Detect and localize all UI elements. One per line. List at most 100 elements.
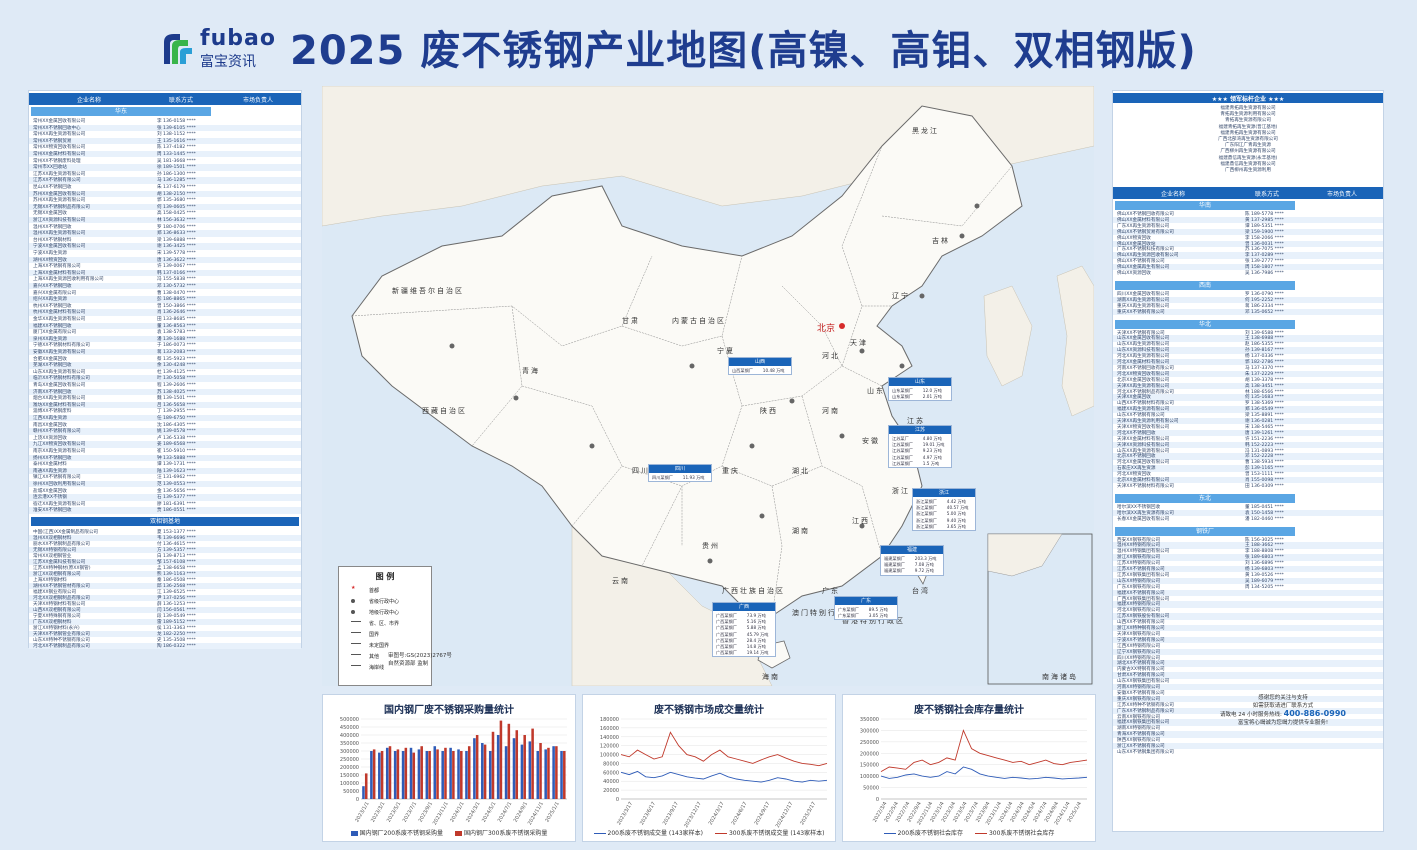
contact-info: 陆 139-1623 **** — [157, 468, 196, 474]
y-tick-label: 200000 — [860, 751, 879, 757]
table-row: 临沂XX不锈钢材料有限公司 叶 130-5058 **** — [29, 375, 301, 382]
company-name: 山东XX不锈钢集团有限公司 — [1117, 749, 1174, 755]
contact-info: 刘 136-6896 **** — [1245, 561, 1284, 567]
x-tick-label: 2024/12/17 — [775, 801, 795, 829]
legend-item: 未定国界 — [351, 642, 389, 649]
series-line-300 — [880, 729, 1088, 772]
company-name: 上海XX金属材料有限公司 — [33, 270, 86, 276]
province-box[interactable]: 广西 广西某钢厂 73.9 万吨 广西某钢厂 5.16 万吨 广西某钢厂 5.88 万吨 广西… — [712, 602, 776, 658]
company-name: 天津XX不锈钢材料有限公司 — [1117, 483, 1174, 489]
province-box[interactable]: 浙江 浙江某钢厂 4.42 万吨 浙江某钢厂 40.57 万吨 浙江某钢厂 5.00 万吨浙… — [912, 488, 976, 531]
bar-300 — [507, 723, 511, 799]
y-tick-label: 350000 — [860, 717, 879, 723]
bar-200 — [520, 744, 524, 799]
company-name: 上海XX不锈钢有限公司 — [33, 264, 81, 270]
company-name: 潍坊XX金属材料有限公司 — [33, 402, 86, 408]
province-box-row: 广西某钢厂 5.88 万吨 — [716, 625, 766, 631]
province-box[interactable]: 福建 福建某钢厂 203.3 万吨 福建某钢厂 7.08 万吨 福建某钢厂 9.72 万吨 — [880, 545, 944, 576]
table-row: 湖州XX不锈钢管材有限公司 邱 136-2568 **** — [29, 583, 301, 590]
map-region-label: 内蒙古自治区 — [672, 317, 726, 325]
province-box-row: 广东某钢厂 89.5 万吨 — [838, 607, 888, 612]
company-name: 常州XX金属回收有限公司 — [33, 119, 86, 124]
province-box[interactable]: 山西 山西某钢厂 10.48 万吨 — [728, 357, 792, 376]
company-name: 哈尔滨XX再生资源有限公司 — [1117, 510, 1174, 516]
province-box[interactable]: 四川 四川某钢厂 11.93 万吨 — [648, 464, 712, 483]
province-box-title: 浙江 — [913, 489, 975, 497]
table-row: 徐州XX回收利用有限公司 范 139-0553 **** — [29, 481, 301, 488]
bar-300 — [444, 747, 447, 799]
company-name: 九江XX物资回收有限公司 — [33, 442, 86, 448]
x-tick-label: 2024/3/1 — [465, 801, 481, 823]
table-row: 广东XX不锈钢科技有限公司 苏 136-7075 **** — [1113, 246, 1383, 252]
company-name: 北京XX不锈钢回收 — [1117, 454, 1156, 460]
company-name: 温州XX特钢有限公司 — [1117, 543, 1161, 549]
table-row: 浙江XX资源科技有限公司 林 156-3632 **** — [29, 217, 301, 224]
company-name: 山东XX再生资源有限公司 — [1117, 448, 1170, 454]
contact-info: 马 137-3370 **** — [1245, 365, 1284, 371]
table-row: 山东XX资源科技有限公司 孙 139-8167 **** — [1113, 347, 1383, 354]
contact-info: 蔡 135-5923 **** — [157, 356, 196, 362]
map-region-label: 香港特别行政区 — [842, 617, 905, 625]
contact-info: 朱 137-2229 **** — [1245, 371, 1284, 377]
contact-info: 蒋 186-2334 **** — [1245, 303, 1284, 309]
province-box[interactable]: 江苏 江苏某厂 4.80 万吨 江苏某钢厂 19.01 万吨 江苏某钢厂 9.23 万吨 江苏… — [888, 425, 952, 468]
table-row: 哈尔滨XX再生资源有限公司 袁 150-1458 **** — [1113, 509, 1383, 517]
table-row: 重庆XX再生资源有限公司 蒋 186-2334 **** — [1113, 303, 1383, 309]
contact-info: 范 139-0553 **** — [157, 482, 196, 487]
table-row: 淄博XX不锈钢废料 丁 139-2955 **** — [29, 408, 301, 414]
table-row: 烟台XX再生资源有限公司 魏 139-1501 **** — [29, 395, 301, 401]
x-tick-label: 2024/9/17 — [753, 801, 771, 826]
company-name: 温州XX不锈钢回收 — [33, 224, 72, 230]
company-name: 河北XX物资回收有限公司 — [1117, 371, 1170, 377]
contact-info: 付 136-4615 **** — [157, 542, 196, 547]
company-name: 长春XX金属回收有限公司 — [1117, 516, 1170, 522]
province-box[interactable]: 广东 广东某钢厂 89.5 万吨 广东某钢厂 3.05 万吨 — [834, 596, 898, 621]
contact-info: 苏 138-4025 **** — [157, 389, 196, 395]
hotline-number[interactable]: 400-886-0990 — [1283, 709, 1346, 718]
table-row: 河北XX金属回收有限公司 曹 138-5934 **** — [1113, 459, 1383, 465]
contact-info: 曾 136-0031 **** — [1245, 241, 1284, 247]
contact-info: 潘 182-0460 **** — [1245, 516, 1284, 522]
contact-info: 唐 139-1261 **** — [1245, 430, 1284, 436]
contact-info: 周 134-5205 **** — [1245, 584, 1284, 590]
table-row: 天津XX物资回收有限公司 宋 138-5465 **** — [1113, 424, 1383, 430]
company-name: 常州XX不锈钢贸易 — [33, 138, 72, 144]
province-box[interactable]: 山东 山东某钢厂 12.0 万吨 山东某钢厂 2.01 万吨 — [888, 377, 952, 402]
bar-200 — [473, 738, 476, 799]
map-region-label: 澳门特别行政区 — [792, 609, 855, 617]
table-row: 宁波XX金属回收有限公司 谢 136-3425 **** — [29, 243, 301, 250]
legend-symbol: ★ — [351, 585, 356, 591]
company-name: 天津XX金属材料有限公司 — [1117, 436, 1170, 442]
contact-info: 肖 136-2646 **** — [157, 310, 196, 316]
table-row: 江苏XX再生资源有限公司 孙 186-1300 **** — [29, 171, 301, 177]
company-name: 常州XX金属材料有限公司 — [33, 152, 86, 157]
bar-300 — [380, 751, 384, 799]
table-row: 北京XX金属回收有限公司 胡 139-3378 **** — [1113, 377, 1383, 383]
contact-info: 金 136-5656 **** — [157, 488, 196, 494]
contact-info: 刘 139-6588 **** — [1245, 330, 1284, 336]
table-row: 浙江XX钢铁有限公司 张 189-6803 **** — [1113, 554, 1383, 561]
table-row: 嘉兴XX不锈钢回收 邓 130-5732 **** — [29, 283, 301, 290]
company-name: 安徽XX不锈钢有限公司 — [1117, 690, 1165, 696]
contact-info: 贾 186-0551 **** — [157, 508, 196, 514]
bar-300 — [452, 751, 455, 799]
contact-info: 梁 159-1900 **** — [1245, 229, 1284, 235]
table-row: 山东XX不锈钢有限公司 梁 135-8891 **** — [1113, 412, 1383, 418]
legend-item: 其他 — [351, 653, 379, 660]
fubao-logo[interactable]: fubao 富宝资讯 — [160, 26, 275, 72]
bar-200 — [409, 747, 413, 799]
table-row: 河南XX不锈钢回收有限公司 马 137-3370 **** — [1113, 365, 1383, 371]
table-row: 淮安XX不锈钢回收 贾 186-0551 **** — [29, 507, 301, 514]
contact-info: 李 137-0289 **** — [1245, 253, 1284, 259]
bar-300 — [515, 730, 519, 799]
legend-200: 200系废不锈钢社会库存 — [883, 828, 963, 837]
chart-purchase: 国内钢厂废不锈钢采购量统计 0 50000 100000 150000 200000 25… — [322, 694, 576, 842]
company-name: 河北XX双相钢制品有限公司 — [33, 596, 90, 601]
company-name: 重庆XX钢铁有限公司 — [1117, 696, 1161, 702]
company-name: 江苏XX特种钢材(原XX钢管) — [33, 566, 91, 571]
table-row: 江苏XX特种钢材(原XX钢管) 孟 138-6658 **** — [29, 565, 301, 571]
company-name: 广西XX钢铁集团有限公司 — [1117, 596, 1170, 602]
company-name: 湖南XX特钢有限公司 — [1117, 726, 1161, 732]
table-row: 江苏XX特种不锈钢有限公司 — [1113, 702, 1383, 708]
